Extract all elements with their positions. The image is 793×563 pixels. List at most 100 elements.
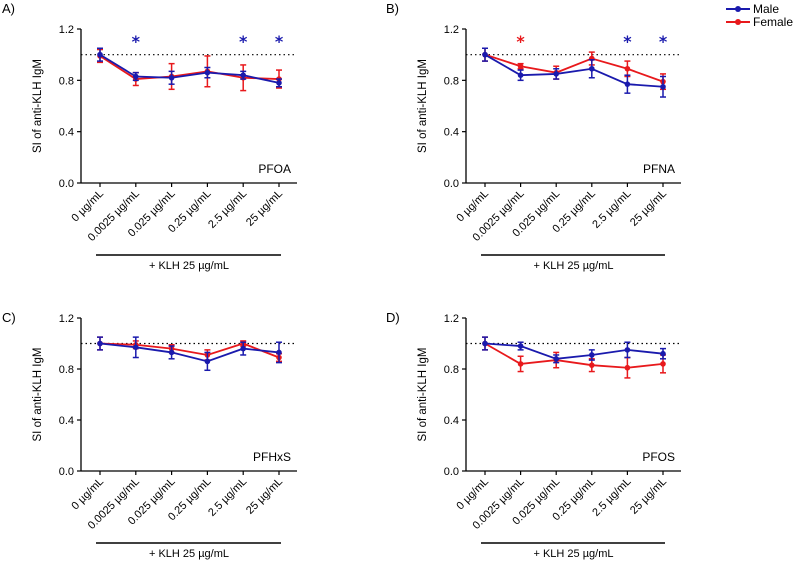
y-tick-label: 1.2 bbox=[444, 313, 459, 325]
data-point bbox=[624, 65, 631, 72]
y-tick-label: 0.0 bbox=[444, 178, 459, 190]
data-point bbox=[240, 345, 246, 352]
data-point bbox=[204, 69, 211, 76]
y-tick-label: 0.8 bbox=[59, 364, 74, 376]
data-point bbox=[517, 63, 524, 70]
series-line bbox=[99, 342, 280, 359]
x-tick-label: 0 µg/mL bbox=[69, 476, 106, 513]
significance-star: * bbox=[132, 32, 141, 51]
significance-star: * bbox=[275, 32, 284, 51]
x-tick-label: 2.5 µg/mL bbox=[590, 188, 633, 231]
compound-label: PFOS bbox=[642, 450, 675, 464]
group-label: + KLH 25 µg/mL bbox=[533, 260, 613, 272]
series-line bbox=[99, 53, 280, 84]
data-point bbox=[168, 74, 175, 81]
data-point bbox=[204, 358, 211, 365]
data-point bbox=[624, 81, 631, 87]
significance-star: * bbox=[623, 32, 632, 51]
data-point bbox=[482, 51, 488, 58]
series-male bbox=[97, 336, 282, 372]
data-point bbox=[589, 362, 595, 368]
significance-star: * bbox=[239, 32, 248, 51]
compound-label: PFOA bbox=[258, 162, 291, 176]
panel-letter: B) bbox=[386, 1, 399, 16]
data-point bbox=[482, 340, 488, 347]
panel-letter: D) bbox=[386, 310, 400, 325]
y-tick-label: 1.2 bbox=[444, 24, 459, 36]
x-tick-label: 2.5 µg/mL bbox=[206, 188, 249, 231]
significance-star: * bbox=[516, 32, 525, 51]
x-tick-label: 25 µg/mL bbox=[244, 476, 285, 517]
legend: Male Female bbox=[726, 2, 793, 29]
series-male bbox=[482, 47, 666, 98]
data-point bbox=[97, 51, 103, 58]
y-tick-label: 0.0 bbox=[59, 466, 74, 478]
data-point bbox=[168, 349, 175, 356]
data-point bbox=[517, 343, 524, 349]
y-tick-label: 0.0 bbox=[59, 178, 74, 190]
data-point bbox=[517, 72, 524, 78]
series-line bbox=[484, 342, 664, 369]
data-point bbox=[276, 80, 282, 86]
group-label: + KLH 25 µg/mL bbox=[149, 548, 229, 560]
data-point bbox=[553, 356, 559, 362]
data-point bbox=[589, 65, 595, 72]
y-tick-label: 0.8 bbox=[444, 75, 459, 87]
group-label: + KLH 25 µg/mL bbox=[533, 548, 613, 560]
legend-male-label: Male bbox=[753, 2, 779, 16]
data-point bbox=[660, 83, 666, 90]
y-tick-label: 0.4 bbox=[444, 127, 459, 139]
series-line bbox=[99, 342, 280, 363]
panel-letter: A) bbox=[2, 1, 15, 16]
legend-female-marker bbox=[735, 19, 741, 25]
data-point bbox=[276, 349, 282, 356]
series-line bbox=[484, 342, 664, 360]
data-point bbox=[133, 73, 139, 80]
y-axis-label: SI of anti-KLH IgM bbox=[32, 348, 44, 442]
data-point bbox=[97, 340, 103, 347]
y-tick-label: 0.8 bbox=[444, 364, 459, 376]
x-tick-label: 25 µg/mL bbox=[628, 476, 669, 517]
x-tick-label: 25 µg/mL bbox=[244, 188, 285, 229]
panel-letter: C) bbox=[2, 310, 16, 325]
data-point bbox=[660, 350, 666, 357]
y-axis-label: SI of anti-KLH IgM bbox=[417, 348, 429, 442]
data-point bbox=[553, 71, 559, 77]
legend-male-marker bbox=[735, 6, 741, 12]
x-tick-label: 25 µg/mL bbox=[628, 188, 669, 229]
data-point bbox=[589, 352, 595, 358]
y-tick-label: 0.4 bbox=[444, 415, 459, 427]
series-line bbox=[99, 55, 280, 80]
data-point bbox=[660, 361, 666, 367]
series-line bbox=[484, 53, 664, 88]
compound-label: PFHxS bbox=[253, 450, 291, 464]
y-tick-label: 1.2 bbox=[59, 24, 74, 36]
data-point bbox=[517, 361, 524, 367]
y-axis-label: SI of anti-KLH IgM bbox=[417, 59, 429, 153]
series-male bbox=[482, 336, 666, 364]
series-line bbox=[484, 53, 664, 83]
compound-label: PFNA bbox=[643, 162, 675, 176]
x-tick-label: 2.5 µg/mL bbox=[206, 476, 249, 519]
data-point bbox=[133, 344, 139, 351]
y-tick-label: 0.0 bbox=[444, 466, 459, 478]
y-tick-label: 0.4 bbox=[59, 415, 74, 427]
group-label: + KLH 25 µg/mL bbox=[149, 260, 229, 272]
y-tick-label: 0.8 bbox=[59, 75, 74, 87]
series-male bbox=[97, 47, 282, 88]
data-point bbox=[240, 72, 246, 78]
data-point bbox=[624, 347, 631, 353]
legend-female-label: Female bbox=[753, 15, 793, 29]
y-axis-label: SI of anti-KLH IgM bbox=[32, 59, 44, 153]
x-tick-label: 2.5 µg/mL bbox=[590, 476, 633, 519]
significance-star: * bbox=[659, 32, 668, 51]
y-tick-label: 0.4 bbox=[59, 127, 74, 139]
data-point bbox=[624, 364, 631, 371]
x-tick-label: 0 µg/mL bbox=[69, 188, 106, 225]
y-tick-label: 1.2 bbox=[59, 313, 74, 325]
